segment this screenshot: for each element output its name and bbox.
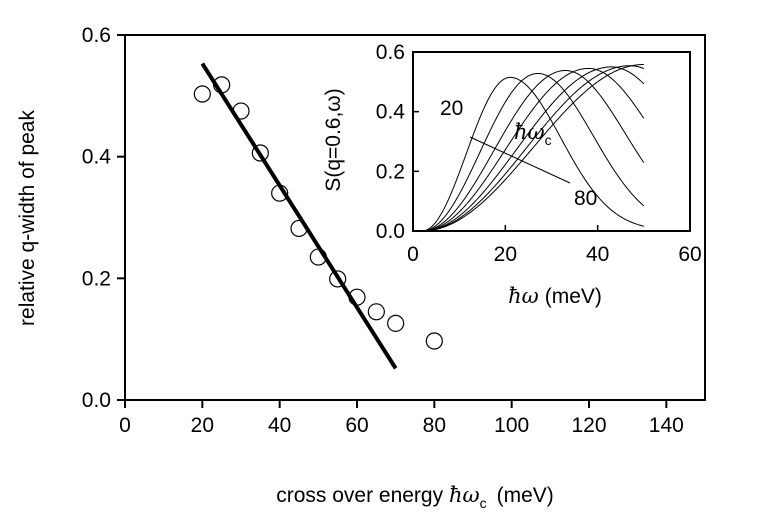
main-y-tick-label: 0.0 — [82, 389, 111, 412]
inset-start-label: 20 — [440, 97, 463, 120]
main-y-ticks: 0.0 0.2 0.4 0.6 — [82, 24, 125, 412]
main-x-tick-label: 120 — [571, 414, 606, 437]
inset-curve — [422, 73, 645, 232]
inset-parameter-symbol: ħω — [514, 120, 545, 144]
inset-parameter-label: ħωc — [514, 120, 552, 148]
data-point — [348, 288, 366, 306]
inset-curve — [422, 64, 644, 232]
inset-y-tick-label: 0.4 — [376, 101, 406, 124]
inset-curve — [422, 65, 645, 232]
data-point — [193, 85, 211, 103]
main-y-tick-label: 0.6 — [82, 24, 111, 47]
inset-y-axis-label: S(q=0.6,ω) — [322, 88, 345, 191]
inset-y-tick-label: 0.0 — [376, 220, 405, 243]
main-x-tick-label: 40 — [268, 414, 291, 437]
inset-x-tick-label: 20 — [494, 243, 517, 266]
inset-x-tick-label: 40 — [586, 243, 609, 266]
main-x-tick-label: 100 — [494, 414, 529, 437]
main-fit-line-group — [200, 62, 398, 370]
main-x-axis-subscript: c — [480, 495, 487, 511]
inset-end-label: 80 — [574, 187, 597, 210]
inset-parameter-subscript: c — [545, 132, 552, 148]
main-x-tick-label: 0 — [119, 414, 131, 437]
main-x-axis-label: cross over energy ħωc (meV) — [276, 483, 554, 511]
main-plot-frame — [124, 34, 706, 401]
inset-x-axis-unit: (meV) — [545, 285, 602, 308]
inset-x-tick-label: 0 — [407, 243, 419, 266]
main-x-tick-label: 80 — [423, 414, 446, 437]
data-point — [271, 184, 289, 202]
main-x-tick-label: 140 — [649, 414, 684, 437]
data-point — [232, 102, 250, 120]
inset-x-ticks: 0 20 40 60 — [407, 225, 702, 266]
inset-curve — [422, 76, 644, 232]
data-point — [367, 303, 385, 321]
main-x-axis-label-text: cross over energy — [276, 484, 449, 507]
inset-plot-frame — [412, 51, 691, 232]
inset-y-tick-label: 0.6 — [376, 41, 405, 64]
inset-curve — [422, 70, 645, 232]
inset-x-tick-label: 60 — [678, 243, 701, 266]
main-x-axis-symbol: ħω — [449, 483, 480, 507]
main-x-axis-unit: (meV) — [497, 484, 554, 507]
data-point — [290, 219, 308, 238]
data-point — [425, 332, 443, 350]
data-point — [329, 270, 347, 288]
data-point — [251, 144, 269, 162]
data-point — [387, 314, 405, 332]
main-x-tick-label: 60 — [345, 414, 368, 437]
inset-y-tick-label: 0.2 — [376, 160, 405, 183]
data-point — [309, 248, 327, 266]
main-y-tick-label: 0.4 — [82, 146, 112, 169]
data-point — [213, 76, 231, 94]
main-y-tick-label: 0.2 — [82, 267, 111, 290]
main-data-points — [193, 76, 443, 350]
main-y-axis-label: relative q-width of peak — [16, 110, 39, 326]
linear-fit-line — [200, 62, 398, 370]
main-x-tick-label: 20 — [191, 414, 214, 437]
inset-x-axis-symbol: ħω — [508, 284, 539, 308]
inset-curve — [422, 66, 645, 232]
inset-y-ticks: 0.0 0.2 0.4 0.6 — [376, 41, 419, 243]
inset-curve — [422, 67, 645, 232]
inset-curves — [422, 64, 645, 232]
inset-parameter-arrow — [469, 136, 571, 184]
main-x-ticks: 0 20 40 60 80 100 120 140 — [119, 400, 684, 437]
inset-x-axis-label: ħω (meV) — [508, 284, 602, 308]
